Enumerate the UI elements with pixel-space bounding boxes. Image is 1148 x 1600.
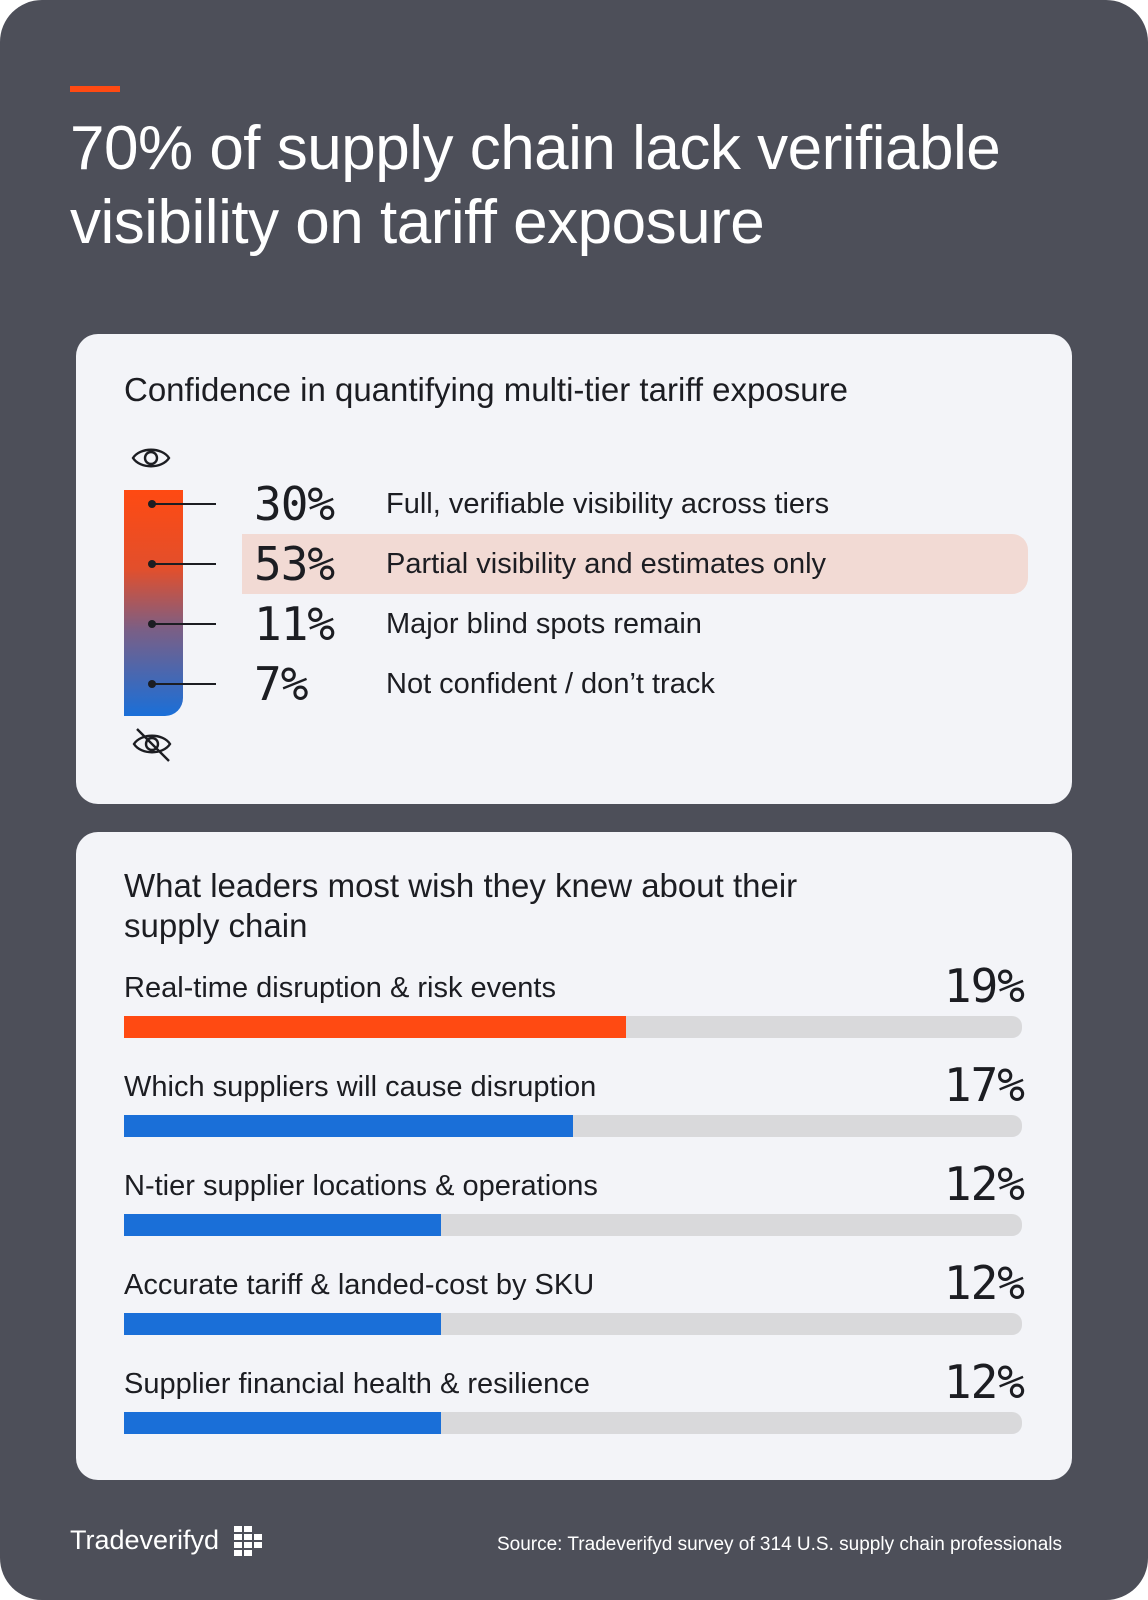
confidence-row: 30% Full, verifiable visibility across ti…	[242, 474, 1028, 534]
confidence-label: Full, verifiable visibility across tiers	[386, 488, 830, 520]
confidence-row: 11% Major blind spots remain	[242, 594, 1028, 654]
wish-bar-fill	[124, 1214, 441, 1236]
wish-bar-item: N-tier supplier locations & operations 12…	[124, 1157, 1025, 1256]
confidence-label: Not confident / don’t track	[386, 668, 715, 700]
bar-connector	[148, 500, 216, 508]
wish-value: 19%	[943, 959, 1025, 1013]
wish-bar-track	[124, 1313, 1022, 1335]
confidence-card: Confidence in quantifying multi-tier tar…	[76, 334, 1072, 804]
wish-bar-item: Real-time disruption & risk events 19%	[124, 959, 1025, 1058]
bar-connector	[148, 620, 216, 628]
wish-bar-track	[124, 1016, 1022, 1038]
wish-value: 12%	[943, 1256, 1025, 1310]
headline: 70% of supply chain lack verifiable visi…	[70, 114, 1001, 257]
wish-value: 17%	[943, 1058, 1025, 1112]
wish-bar-item: Accurate tariff & landed-cost by SKU 12%	[124, 1256, 1025, 1355]
confidence-label: Partial visibility and estimates only	[386, 548, 827, 580]
source-note: Source: Tradeverifyd survey of 314 U.S. …	[496, 1534, 1062, 1555]
confidence-label: Major blind spots remain	[386, 608, 702, 640]
brand-name: Tradeverifyd	[70, 1525, 220, 1555]
confidence-value: 30%	[254, 477, 335, 531]
bar-connector	[148, 680, 216, 688]
wish-bar-track	[124, 1412, 1022, 1434]
eye-icon	[130, 442, 172, 479]
wish-bar-fill	[124, 1115, 573, 1137]
wish-label: Supplier financial health & resilience	[124, 1368, 590, 1400]
wish-bar-item: Which suppliers will cause disruption 17%	[124, 1058, 1025, 1157]
accent-bar	[70, 86, 120, 92]
tradeverifyd-logo-icon	[234, 1526, 264, 1561]
wish-label: Real-time disruption & risk events	[124, 972, 556, 1004]
confidence-title: Confidence in quantifying multi-tier tar…	[124, 371, 848, 408]
wish-bar-track	[124, 1115, 1022, 1137]
wish-bar-fill	[124, 1313, 441, 1335]
bar-connector	[148, 560, 216, 568]
wish-label: Accurate tariff & landed-cost by SKU	[124, 1269, 595, 1301]
confidence-value: 11%	[254, 597, 335, 651]
visibility-gradient-bar	[124, 490, 183, 716]
wishes-title: What leaders most wish they knew about t…	[124, 867, 798, 944]
confidence-value: 7%	[254, 657, 308, 711]
wish-value: 12%	[943, 1355, 1025, 1409]
eye-off-icon	[130, 724, 174, 769]
confidence-value: 53%	[254, 537, 335, 591]
wishes-card: What leaders most wish they knew about t…	[76, 832, 1072, 1480]
wish-bar-fill	[124, 1412, 441, 1434]
wish-bar-track	[124, 1214, 1022, 1236]
wish-bar-fill	[124, 1016, 626, 1038]
confidence-row: 53% Partial visibility and estimates only	[242, 534, 1028, 594]
wish-label: N-tier supplier locations & operations	[124, 1170, 598, 1202]
wish-label: Which suppliers will cause disruption	[124, 1071, 597, 1103]
wish-bar-item: Supplier financial health & resilience 12…	[124, 1355, 1025, 1454]
confidence-row: 7% Not confident / don’t track	[242, 654, 1028, 714]
wish-value: 12%	[943, 1157, 1025, 1211]
